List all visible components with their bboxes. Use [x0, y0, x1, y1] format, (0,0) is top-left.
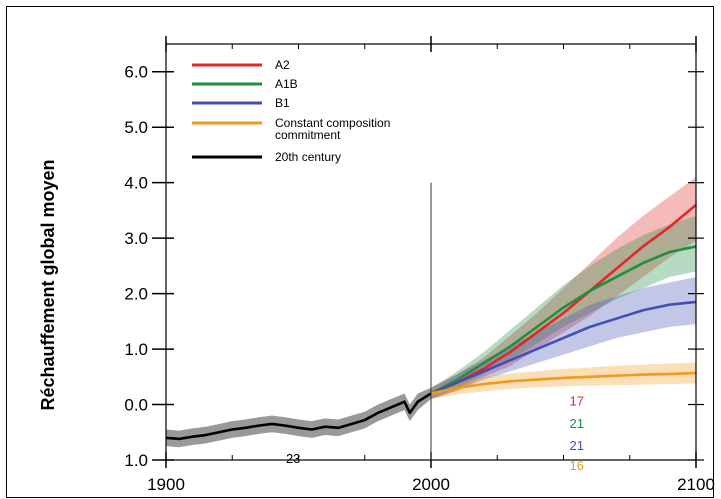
legend-label: Constant composition commitment — [275, 116, 390, 142]
y-tick-label: 4.0 — [124, 174, 148, 193]
legend-label: A2 — [275, 58, 290, 72]
axes: 6.0 5.0 4.0 3.0 2.0 1.0 0.0 1.0 1900 2000 2100 — [124, 36, 715, 494]
model-count-label: 23 — [286, 451, 300, 466]
legend-label: B1 — [275, 96, 290, 110]
model-count-label: 21 — [570, 416, 584, 431]
model-count-label: 17 — [570, 394, 584, 409]
y-tick-label: 5.0 — [124, 118, 148, 137]
model-count-label: 16 — [570, 458, 584, 473]
model-count-label: 21 — [570, 438, 584, 453]
band-constant-composition-commitment — [431, 362, 696, 399]
x-tick-label: 2100 — [677, 475, 715, 494]
y-tick-label: 2.0 — [124, 285, 148, 304]
line-20th-century — [165, 392, 432, 441]
line-a1b — [430, 245, 697, 395]
legend: A2 A1B B1 Constant composition commitment 20t… — [192, 58, 390, 164]
y-tick-label: 1.0 — [124, 340, 148, 359]
line-b1 — [430, 300, 697, 395]
line-a2 — [430, 203, 697, 395]
band-a2 — [431, 177, 696, 399]
series-lines — [165, 203, 697, 441]
line-constant-composition-commitment — [430, 371, 697, 395]
y-axis-label: Réchauffement global moyen — [38, 159, 58, 410]
model-count-annotations: 23 17 21 21 16 — [286, 394, 584, 473]
y-tick-label: 1.0 — [124, 451, 148, 470]
y-tick-label: 3.0 — [124, 229, 148, 248]
x-tick-label: 1900 — [147, 475, 185, 494]
y-tick-label: 0.0 — [124, 396, 148, 415]
legend-label: 20th century — [275, 150, 341, 164]
legend-label: A1B — [275, 77, 298, 91]
band-20th-century — [166, 387, 431, 448]
x-tick-label: 2000 — [412, 475, 450, 494]
y-tick-label: 6.0 — [124, 63, 148, 82]
